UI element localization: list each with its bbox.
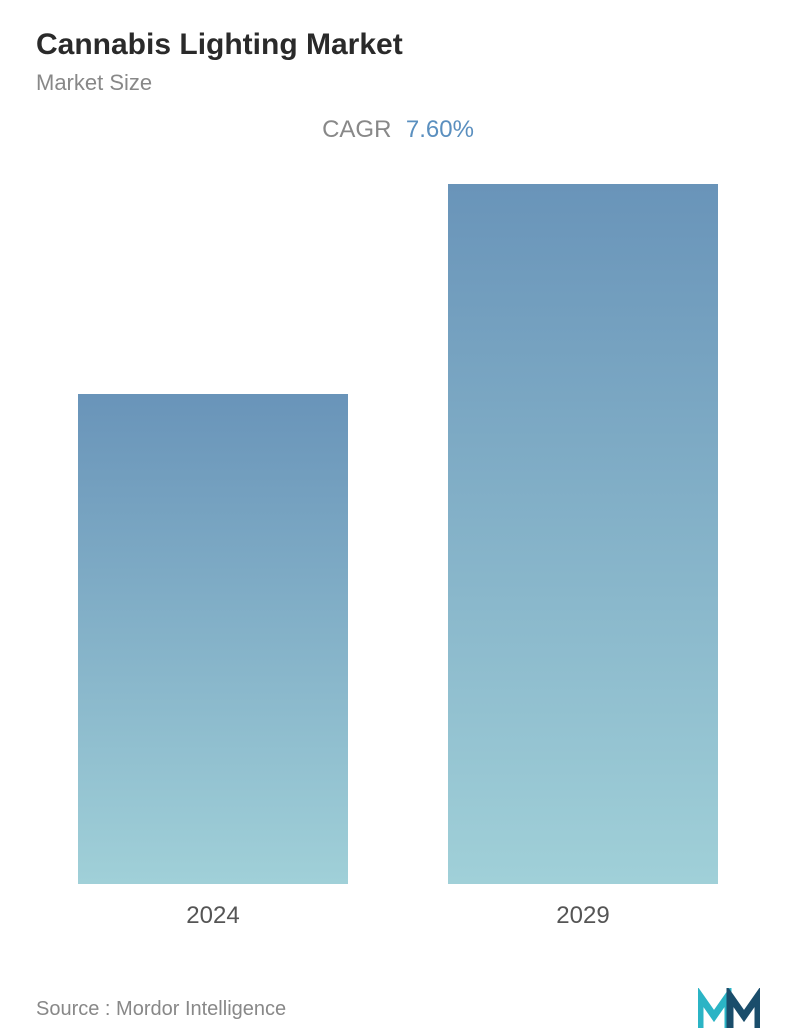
source-text: Source : Mordor Intelligence (36, 998, 286, 1021)
footer: Source : Mordor Intelligence (36, 980, 760, 1030)
bar-label-1: 2029 (556, 902, 609, 930)
bar-group-1: 2029 (448, 184, 718, 930)
bar-1 (448, 184, 718, 884)
cagr-label: CAGR (322, 116, 391, 143)
cagr-value: 7.60% (406, 116, 474, 143)
chart-container: Cannabis Lighting Market Market Size CAG… (0, 0, 796, 1034)
chart-title: Cannabis Lighting Market (36, 28, 760, 62)
chart-area: 2024 2029 (36, 184, 760, 980)
chart-subtitle: Market Size (36, 70, 760, 96)
mordor-logo-icon (698, 988, 760, 1030)
bar-label-0: 2024 (186, 902, 239, 930)
bar-group-0: 2024 (78, 394, 348, 930)
bar-0 (78, 394, 348, 884)
cagr-row: CAGR 7.60% (36, 116, 760, 144)
